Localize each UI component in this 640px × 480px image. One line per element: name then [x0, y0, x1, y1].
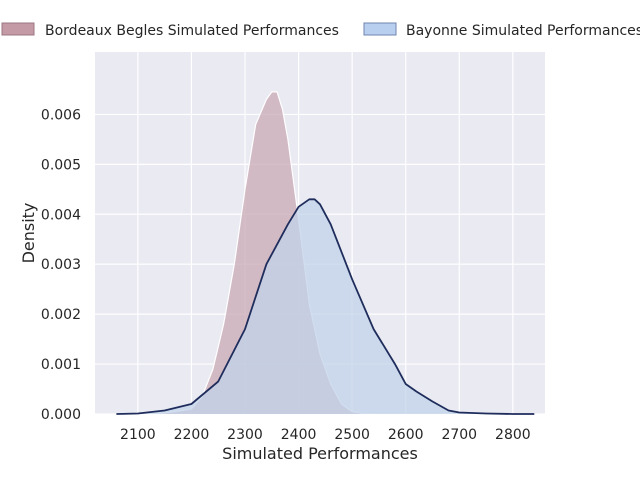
y-tick-label: 0.001 [41, 357, 81, 373]
legend-swatch-2 [363, 22, 397, 36]
x-tick-label: 2800 [495, 427, 531, 443]
series-1-area [137, 91, 379, 415]
y-tick-label: 0.002 [41, 307, 81, 323]
x-tick-label: 2600 [388, 427, 424, 443]
y-tick-label: 0.005 [41, 157, 81, 173]
legend-label-1: Bordeaux Begles Simulated Performances [45, 23, 339, 39]
legend: Bordeaux Begles Simulated Performances Ba… [1, 22, 640, 39]
series-2-line [116, 198, 535, 415]
x-axis-ticks: 2100 2200 2300 2400 2500 2600 2700 2800 [120, 427, 531, 443]
x-tick-label: 2400 [281, 427, 317, 443]
x-tick-label: 2500 [334, 427, 370, 443]
x-tick-label: 2200 [174, 427, 210, 443]
y-tick-label: 0.006 [41, 107, 81, 123]
x-tick-label: 2700 [441, 427, 477, 443]
y-tick-label: 0.000 [41, 407, 81, 423]
y-tick-label: 0.003 [41, 257, 81, 273]
x-tick-label: 2100 [120, 427, 156, 443]
legend-label-2: Bayonne Simulated Performances [406, 23, 640, 39]
series-2-area [116, 199, 535, 414]
legend-swatch-1 [1, 22, 35, 36]
y-axis-label: Density [19, 203, 38, 264]
y-axis-ticks: 0.000 0.001 0.002 0.003 0.004 0.005 0.006 [41, 107, 81, 423]
x-tick-label: 2300 [227, 427, 263, 443]
y-tick-label: 0.004 [41, 207, 81, 223]
density-areas [116, 91, 535, 415]
x-axis-label: Simulated Performances [222, 444, 418, 463]
